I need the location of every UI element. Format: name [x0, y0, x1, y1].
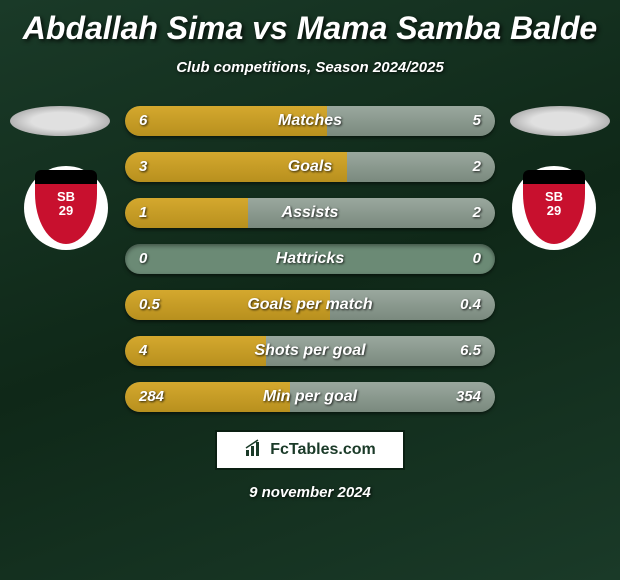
stat-label: Assists [125, 198, 495, 228]
stat-row: Assists1 2 [125, 198, 495, 228]
stat-value-left: 284 [139, 382, 164, 412]
stat-value-left: 6 [139, 106, 147, 136]
stat-row: Matches6 5 [125, 106, 495, 136]
club-num-right: 29 [547, 203, 561, 218]
stat-value-right: 0 [473, 244, 481, 274]
stat-value-right: 6.5 [460, 336, 481, 366]
chart-icon [244, 438, 264, 463]
stat-value-right: 2 [473, 152, 481, 182]
stat-value-right: 0.4 [460, 290, 481, 320]
subtitle: Club competitions, Season 2024/2025 [0, 59, 620, 76]
shield-icon: SB 29 [512, 166, 596, 250]
stat-value-left: 3 [139, 152, 147, 182]
stat-label: Goals [125, 152, 495, 182]
stat-value-right: 5 [473, 106, 481, 136]
stat-row: Goals3 2 [125, 152, 495, 182]
stat-row: Min per goal284 354 [125, 382, 495, 412]
stat-value-left: 4 [139, 336, 147, 366]
date-label: 9 november 2024 [0, 484, 620, 501]
stat-value-right: 354 [456, 382, 481, 412]
club-num-left: 29 [59, 203, 73, 218]
stat-label: Goals per match [125, 290, 495, 320]
photo-placeholder-left [10, 106, 110, 136]
shield-icon: SB 29 [24, 166, 108, 250]
stat-bars: Matches65Goals32Assists12Hattricks00Goal… [125, 106, 495, 412]
stat-row: Goals per match0.5 0.4 [125, 290, 495, 320]
page-title: Abdallah Sima vs Mama Samba Balde [0, 0, 620, 47]
photo-placeholder-right [510, 106, 610, 136]
stat-row: Hattricks0 0 [125, 244, 495, 274]
club-short-right: SB [545, 189, 563, 204]
stat-label: Shots per goal [125, 336, 495, 366]
stat-label: Matches [125, 106, 495, 136]
club-short-left: SB [57, 189, 75, 204]
comparison-content: SB 29 SB 29 Matches65Goals32Assists12Hat… [0, 106, 620, 501]
stat-value-left: 0 [139, 244, 147, 274]
stat-row: Shots per goal4 6.5 [125, 336, 495, 366]
stat-label: Min per goal [125, 382, 495, 412]
site-badge[interactable]: FcTables.com [215, 430, 405, 470]
stat-label: Hattricks [125, 244, 495, 274]
stat-value-left: 1 [139, 198, 147, 228]
stat-value-right: 2 [473, 198, 481, 228]
stat-value-left: 0.5 [139, 290, 160, 320]
club-logo-right: SB 29 [512, 166, 596, 250]
site-name: FcTables.com [270, 441, 376, 459]
club-logo-left: SB 29 [24, 166, 108, 250]
